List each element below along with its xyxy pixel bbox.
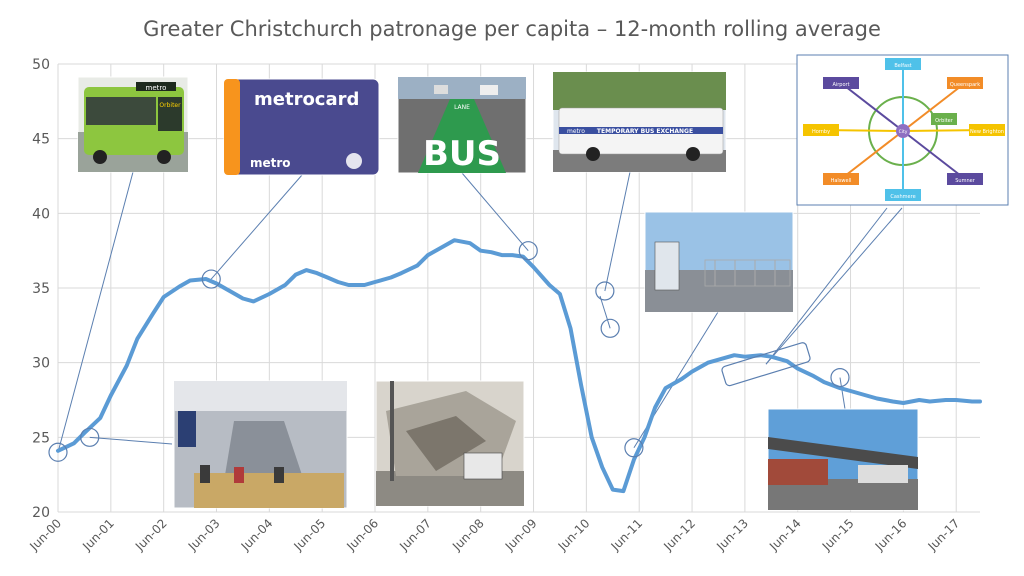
- x-tick-label: Jun-03: [185, 516, 223, 554]
- diagram-city-node: [896, 124, 910, 138]
- y-tick-label: 50: [32, 57, 50, 73]
- annotation-marker: [80, 427, 100, 447]
- x-tick-label: Jun-10: [555, 516, 593, 554]
- x-tick-label: Jun-04: [238, 516, 276, 554]
- y-axis-ticks: 20 25 30 35 40 45 50: [32, 57, 50, 521]
- diagram-route-line: [902, 82, 966, 132]
- x-tick-label: Jun-08: [449, 516, 487, 554]
- diagram-node-label: Queenspark: [950, 82, 980, 88]
- photo-temp-exchange-sign: TEMPORARY BUS EXCHANGE: [597, 128, 693, 135]
- callout-line: [839, 377, 846, 410]
- y-tick-label: 45: [32, 132, 50, 148]
- y-tick-label: 20: [32, 505, 50, 521]
- x-tick-label: Jun-05: [291, 516, 329, 554]
- callout-line: [765, 207, 903, 365]
- photo-bus-lane: LANE BUS: [397, 76, 527, 174]
- diagram-route-line: [840, 82, 904, 132]
- annotation-marker: [595, 281, 615, 301]
- diagram-node: [931, 113, 957, 125]
- x-tick-label: Jun-02: [132, 516, 170, 554]
- y-tick-label: 40: [32, 206, 50, 222]
- series-line: [56, 238, 982, 494]
- diagram-node-label: Sumner: [955, 178, 975, 184]
- x-tick-label: Jun-16: [872, 516, 910, 554]
- callout-line: [604, 171, 631, 292]
- x-tick-label: Jun-14: [766, 516, 804, 554]
- photo-temp-bus-exchange: metro TEMPORARY BUS EXCHANGE: [552, 71, 727, 173]
- diagram-node: [947, 173, 983, 185]
- x-tick-label: Jun-09: [502, 516, 540, 554]
- diagram-node-label: Belfast: [894, 63, 911, 69]
- photo-bus-lane-road-text: BUS: [423, 134, 501, 174]
- callout-line: [461, 172, 529, 251]
- y-tick-label: 35: [32, 281, 50, 297]
- x-tick-label: Jun-15: [819, 516, 857, 554]
- diagram-node: [885, 189, 921, 201]
- annotation-marker: [518, 241, 538, 261]
- diagram-node: [823, 77, 859, 89]
- diagram-node: [885, 58, 921, 70]
- diagram-node-label: Airport: [832, 82, 849, 88]
- photo-interim-station: [644, 211, 794, 313]
- x-tick-label: Jun-06: [343, 516, 381, 554]
- photo-bus-interchange-interior: [173, 380, 348, 509]
- x-tick-label: Jun-13: [713, 516, 751, 554]
- annotation-marker: [201, 269, 221, 289]
- y-tick-label: 30: [32, 356, 50, 372]
- diagram-route-line: [902, 130, 966, 180]
- annotation-marker: [830, 368, 850, 388]
- x-tick-label: Jun-12: [660, 516, 698, 554]
- chart-title: Greater Christchurch patronage per capit…: [143, 17, 881, 41]
- annotation-markers: [48, 241, 850, 462]
- photo-network-diagram: Belfast Airport Queenspark Hornby New Bright…: [796, 54, 1009, 206]
- callout-line: [89, 436, 173, 445]
- series-layer: [56, 238, 982, 494]
- callout-lines: [57, 171, 903, 453]
- photo-bus-lane-lane-text: LANE: [454, 104, 470, 111]
- diagram-node-label: Halswell: [831, 178, 852, 184]
- diagram-node: [823, 173, 859, 185]
- diagram-node-label: Cashmere: [890, 194, 915, 200]
- photo-earthquake-damage: [375, 380, 525, 507]
- diagram-node: [969, 124, 1005, 136]
- x-tick-label: Jun-01: [79, 516, 117, 554]
- annotation-marker-box: [721, 342, 811, 387]
- photo-orbiter-bus: metro Orbiter: [77, 76, 189, 173]
- annotation-marker: [624, 438, 644, 458]
- photo-metrocard-brand: metrocard: [254, 89, 359, 110]
- diagram-node-label: Hornby: [812, 129, 830, 135]
- x-tick-label: Jun-11: [608, 516, 646, 554]
- photo-orbiter-sign: metro: [146, 84, 167, 92]
- callout-line: [57, 171, 134, 453]
- diagram-node-label: Orbiter: [935, 118, 954, 124]
- diagram-route-line: [840, 130, 904, 180]
- photo-temp-exchange-logo: metro: [567, 128, 585, 135]
- annotation-marker: [600, 318, 620, 338]
- x-tick-label: Jun-07: [396, 516, 434, 554]
- x-tick-label: Jun-00: [26, 516, 64, 554]
- photo-metrocard: metrocard metro: [223, 78, 380, 176]
- diagram-node-label: City: [899, 129, 908, 135]
- photo-metrocard-logo: metro: [250, 156, 291, 170]
- annotation-marker: [48, 442, 68, 462]
- photo-new-bus-interchange: [767, 408, 919, 511]
- callout-line: [765, 207, 888, 365]
- diagram-node-label: New Brighton: [970, 129, 1004, 135]
- diagram-node: [947, 77, 983, 89]
- x-axis-ticks: Jun-00 Jun-01 Jun-02 Jun-03 Jun-04 Jun-05 Jun-…: [26, 516, 962, 554]
- callout-line: [599, 295, 611, 329]
- photo-orbiter-route: Orbiter: [159, 102, 181, 109]
- callout-line: [210, 174, 303, 280]
- diagram-node: [803, 124, 839, 136]
- x-tick-label: Jun-17: [925, 516, 963, 554]
- y-tick-label: 25: [32, 430, 50, 446]
